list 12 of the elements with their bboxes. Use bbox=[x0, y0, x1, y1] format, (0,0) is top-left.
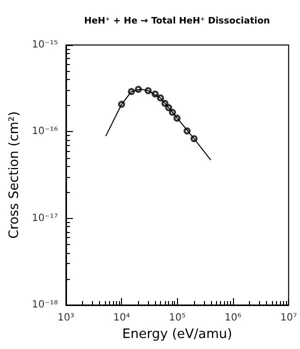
chart-title: HeH⁺ + He → Total HeH⁺ Dissociation bbox=[84, 16, 270, 26]
x-tick-label: 10⁶ bbox=[224, 312, 242, 324]
x-tick-label: 10⁴ bbox=[113, 312, 130, 324]
y-tick-label: 10⁻¹⁶ bbox=[32, 126, 58, 138]
x-tick-label: 10³ bbox=[58, 312, 74, 324]
x-tick-label: 10⁵ bbox=[168, 312, 186, 324]
x-axis-title: Energy (eV/amu) bbox=[122, 326, 232, 342]
y-tick-label: 10⁻¹⁵ bbox=[32, 40, 58, 50]
x-tick-label: 10⁷ bbox=[280, 312, 297, 324]
y-axis-title: Cross Section (cm²) bbox=[7, 111, 22, 239]
y-tick-label: 10⁻¹⁸ bbox=[32, 300, 58, 310]
y-tick-label: 10⁻¹⁷ bbox=[32, 212, 58, 224]
